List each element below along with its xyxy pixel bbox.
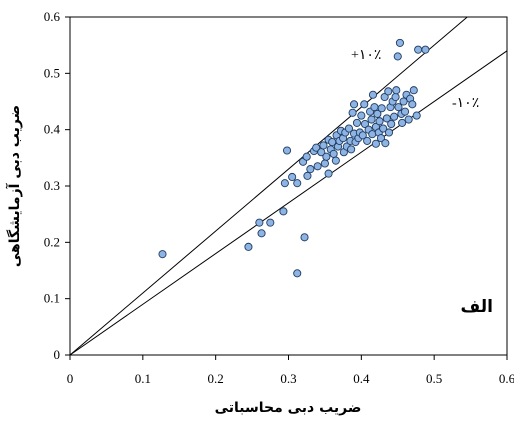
- data-point: [404, 115, 413, 124]
- data-point: [400, 107, 410, 116]
- y-tick-label: 0.4: [44, 122, 61, 137]
- data-point: [358, 131, 367, 140]
- data-point: [331, 156, 340, 165]
- data-point: [257, 229, 266, 238]
- data-point: [384, 87, 393, 96]
- data-point: [349, 100, 359, 109]
- data-point: [370, 103, 379, 112]
- data-point: [409, 86, 418, 95]
- anno-plus-10: +۱۰٪: [351, 48, 381, 63]
- x-axis: 0 0.1 0.2 0.3 0.4 0.5 0.6: [67, 355, 514, 386]
- reference-line-1: [69, 50, 508, 356]
- data-point: [322, 152, 331, 161]
- data-point: [279, 207, 288, 216]
- data-point: [380, 92, 389, 102]
- y-tick-label: 0.2: [44, 234, 60, 249]
- y-tick-label: 0.6: [44, 9, 61, 24]
- x-axis-title: ضریب دبی محاسباتی: [215, 400, 362, 416]
- data-points: [158, 38, 430, 278]
- x-tick-label: 0.3: [280, 371, 296, 386]
- data-point: [367, 115, 376, 124]
- data-point: [348, 108, 357, 117]
- data-point: [357, 111, 366, 120]
- data-point: [288, 172, 297, 182]
- data-point: [319, 141, 328, 150]
- data-point: [398, 118, 407, 127]
- data-point: [324, 169, 333, 178]
- data-point: [381, 139, 390, 148]
- data-point: [377, 104, 386, 113]
- data-point: [387, 119, 396, 129]
- data-point: [306, 165, 315, 174]
- y-axis: 0 0.1 0.2 0.3 0.4 0.5 0.6: [44, 9, 70, 362]
- data-point: [312, 143, 321, 152]
- x-tick-label: 0.6: [499, 371, 514, 386]
- data-point: [347, 145, 356, 154]
- data-point: [313, 162, 322, 171]
- x-tick-label: 0.2: [208, 371, 224, 386]
- x-tick-label: 0.1: [135, 371, 151, 386]
- data-point: [329, 149, 338, 158]
- data-point: [395, 38, 404, 47]
- data-point: [393, 52, 402, 61]
- y-tick-label: 0.3: [44, 178, 60, 193]
- y-tick-label: 0.1: [44, 291, 60, 306]
- data-point: [293, 269, 302, 278]
- x-tick-label: 0.5: [426, 371, 442, 386]
- data-point: [360, 119, 370, 129]
- panel-label: الف: [461, 297, 493, 317]
- data-point: [303, 171, 312, 180]
- data-point: [300, 233, 309, 242]
- anno-minus-10: -۱۰٪: [452, 96, 479, 111]
- data-point: [302, 152, 311, 161]
- data-point: [391, 92, 400, 102]
- data-point: [421, 45, 430, 54]
- data-point: [320, 159, 329, 168]
- reference-lines: [69, 16, 508, 356]
- data-point: [368, 130, 377, 139]
- data-point: [158, 250, 167, 259]
- data-point: [280, 179, 289, 188]
- y-tick-label: 0.5: [44, 65, 60, 80]
- data-point: [384, 128, 394, 137]
- data-point: [244, 242, 253, 251]
- data-point: [379, 124, 388, 133]
- data-point: [293, 179, 302, 188]
- data-point: [344, 124, 354, 133]
- data-point: [414, 45, 423, 54]
- reference-line-0: [69, 16, 468, 356]
- data-point: [360, 100, 369, 109]
- data-point: [373, 109, 382, 118]
- data-point: [255, 218, 264, 227]
- data-point: [375, 117, 384, 126]
- data-point: [368, 90, 378, 99]
- data-point: [363, 136, 372, 145]
- y-axis-title: ضریب دبی آزمایشگاهی: [5, 105, 23, 267]
- x-tick-label: 0: [67, 371, 74, 386]
- data-point: [352, 118, 362, 127]
- data-point: [408, 100, 417, 109]
- data-point: [399, 97, 408, 106]
- data-point: [382, 114, 391, 123]
- data-point: [371, 139, 380, 148]
- y-tick-label: 0: [54, 347, 61, 362]
- data-point: [282, 146, 292, 155]
- data-point: [266, 218, 275, 227]
- data-point: [394, 103, 403, 112]
- data-point: [376, 134, 386, 143]
- plot-area: [69, 16, 508, 356]
- data-point: [412, 111, 421, 120]
- data-point: [392, 86, 401, 95]
- data-point: [390, 112, 399, 121]
- x-tick-label: 0.4: [353, 371, 370, 386]
